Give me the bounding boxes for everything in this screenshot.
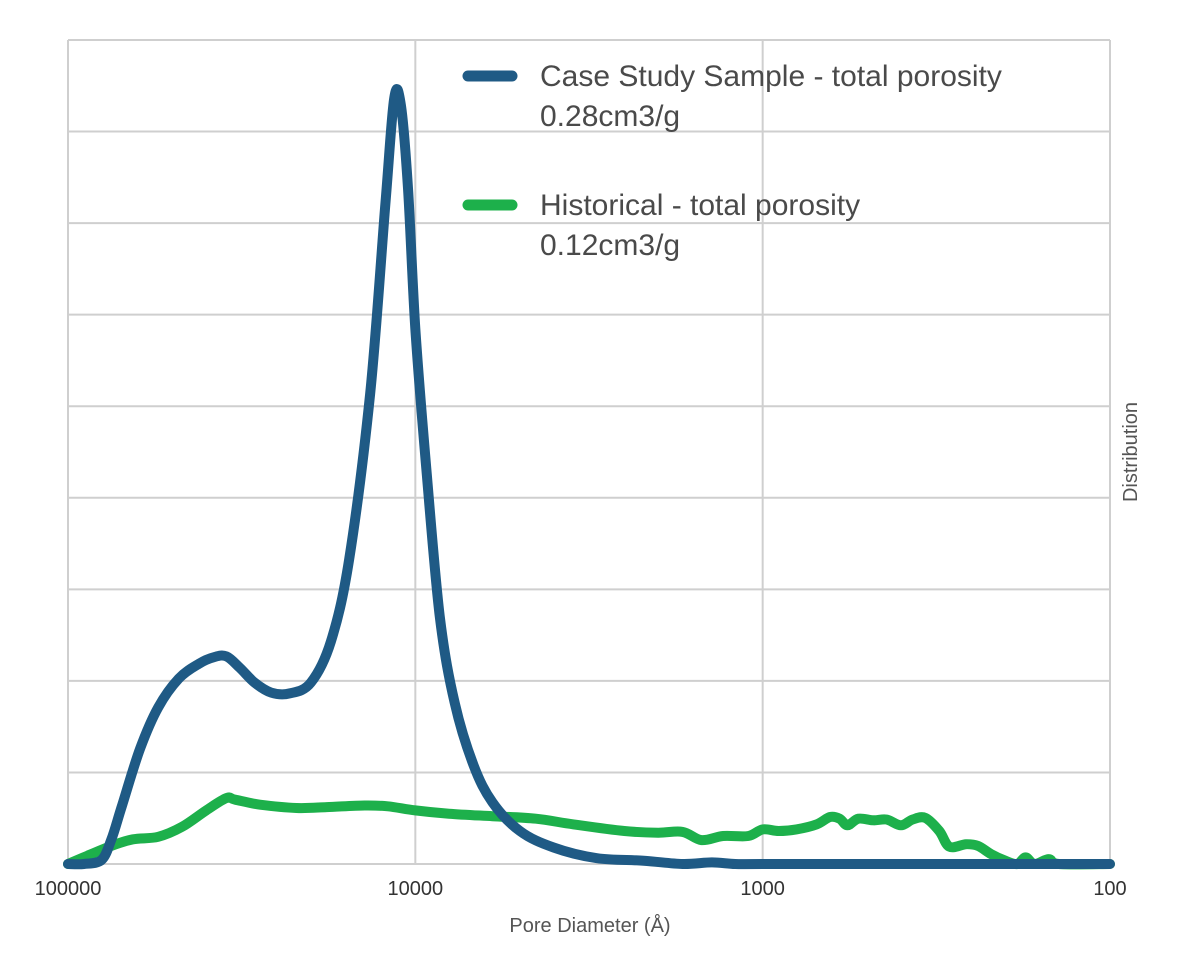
x-tick-label: 10000 [388, 878, 444, 900]
series-line-case-study [63, 84, 1115, 870]
series-line-historical [63, 792, 1115, 870]
legend-label: 0.28cm3/g [540, 100, 680, 133]
legend-label: Historical - total porosity [540, 189, 860, 222]
legend: Case Study Sample - total porosity 0.28cm… [462, 60, 1002, 262]
legend-label: 0.12cm3/g [540, 229, 680, 262]
x-tick-label: 100000 [35, 878, 102, 900]
grid-lines [67, 39, 1111, 865]
x-axis-label: Pore Diameter (Å) [509, 914, 670, 937]
series-layer [63, 84, 1115, 870]
legend-label: Case Study Sample - total porosity [540, 60, 1002, 93]
x-tick-label: 100 [1093, 878, 1126, 900]
x-tick-label: 1000 [740, 878, 785, 900]
x-tick-labels: 100000 10000 1000 100 [35, 878, 1127, 900]
y-axis-label: Distribution [1120, 402, 1142, 502]
